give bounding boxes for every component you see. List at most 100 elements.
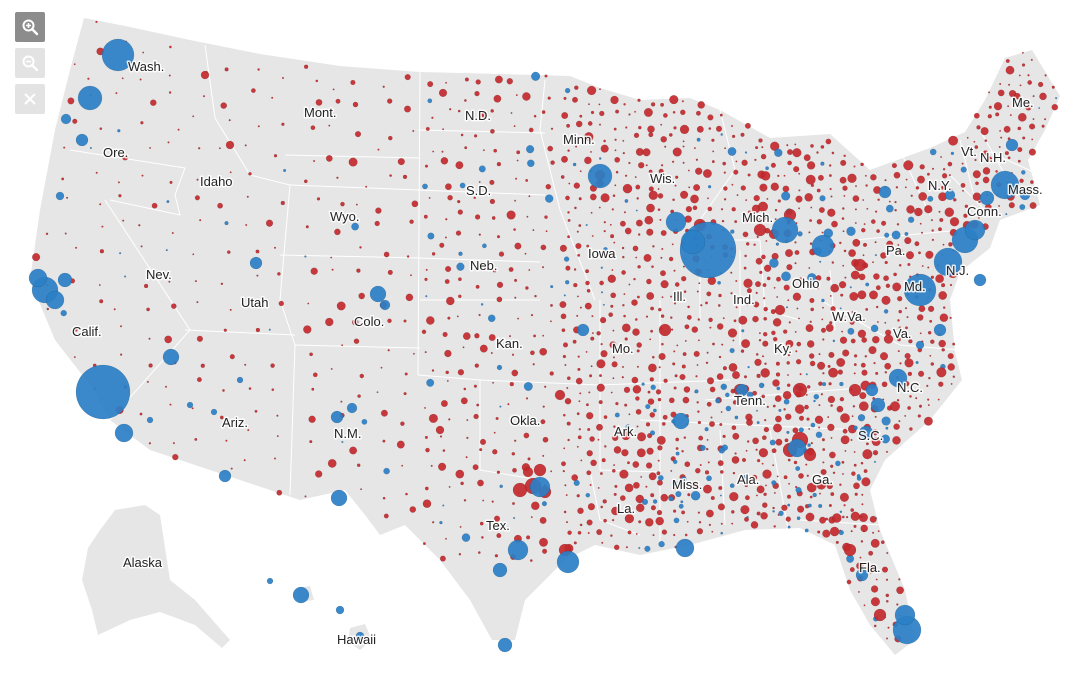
republican-county-dot <box>731 183 734 186</box>
republican-county-dot <box>866 565 875 574</box>
zoom-in-button[interactable] <box>15 12 45 42</box>
republican-county-dot <box>805 512 815 522</box>
republican-county-dot <box>360 488 363 491</box>
republican-county-dot <box>405 492 408 496</box>
republican-county-dot <box>761 435 767 441</box>
state-label-minn: Minn. <box>563 132 595 147</box>
republican-county-dot <box>649 377 655 382</box>
republican-county-dot <box>474 363 480 368</box>
republican-county-dot <box>460 397 468 405</box>
republican-county-dot <box>940 283 946 288</box>
republican-county-dot <box>1004 150 1010 156</box>
democratic-county-dot <box>292 586 310 604</box>
republican-county-dot <box>837 369 844 375</box>
republican-county-dot <box>172 441 176 445</box>
republican-county-dot <box>672 198 676 202</box>
republican-county-dot <box>692 205 698 211</box>
republican-county-dot <box>473 196 477 200</box>
republican-county-dot <box>682 140 685 143</box>
republican-county-dot <box>423 406 427 409</box>
republican-county-dot <box>885 283 891 289</box>
republican-county-dot <box>635 503 645 513</box>
republican-county-dot <box>599 280 605 286</box>
republican-county-dot <box>386 98 393 104</box>
republican-county-dot <box>621 323 631 333</box>
republican-county-dot <box>312 159 316 163</box>
republican-county-dot <box>139 78 142 81</box>
republican-county-dot <box>683 436 687 439</box>
republican-county-dot <box>660 256 663 259</box>
republican-county-dot <box>719 469 724 474</box>
republican-county-dot <box>628 161 631 165</box>
zoom-out-button[interactable] <box>15 48 45 78</box>
republican-county-dot <box>225 439 228 442</box>
republican-county-dot <box>796 307 799 310</box>
republican-county-dot <box>511 501 516 506</box>
republican-county-dot <box>643 253 652 262</box>
republican-county-dot <box>850 270 860 280</box>
republican-county-dot <box>530 313 534 317</box>
democratic-county-dot <box>881 416 891 426</box>
republican-county-dot <box>402 174 408 180</box>
republican-county-dot <box>573 206 577 210</box>
state-label-nm: N.M. <box>334 426 361 441</box>
republican-county-dot <box>794 241 797 244</box>
republican-county-dot <box>565 520 569 524</box>
republican-county-dot <box>898 326 902 330</box>
republican-county-dot <box>836 357 846 367</box>
republican-county-dot <box>492 381 495 384</box>
republican-county-dot <box>528 127 534 133</box>
republican-county-dot <box>822 371 825 375</box>
republican-county-dot <box>697 339 700 342</box>
republican-county-dot <box>636 432 647 442</box>
republican-county-dot <box>808 427 811 430</box>
republican-county-dot <box>734 452 737 455</box>
republican-county-dot <box>101 225 104 228</box>
republican-county-dot <box>510 111 513 115</box>
democratic-county-dot <box>425 295 428 298</box>
republican-county-dot <box>817 530 821 534</box>
republican-county-dot <box>702 484 713 494</box>
republican-county-dot <box>442 331 448 338</box>
republican-county-dot <box>832 471 836 475</box>
republican-county-dot <box>489 198 496 205</box>
reset-button[interactable] <box>15 84 45 114</box>
republican-county-dot <box>648 190 659 201</box>
republican-county-dot <box>549 303 554 307</box>
republican-county-dot <box>730 510 735 514</box>
republican-county-dot <box>533 463 547 477</box>
republican-county-dot <box>474 90 480 97</box>
republican-county-dot <box>645 462 653 469</box>
democratic-county-dot <box>481 243 487 249</box>
republican-county-dot <box>444 349 452 358</box>
republican-county-dot <box>938 210 941 213</box>
republican-county-dot <box>718 355 722 359</box>
republican-county-dot <box>651 355 655 359</box>
republican-county-dot <box>657 193 664 199</box>
republican-county-dot <box>538 537 549 547</box>
republican-county-dot <box>196 335 204 342</box>
republican-county-dot <box>397 157 405 166</box>
republican-county-dot <box>494 554 499 558</box>
republican-county-dot <box>885 450 889 454</box>
republican-county-dot <box>1000 136 1003 139</box>
republican-county-dot <box>759 183 768 192</box>
republican-county-dot <box>479 521 484 526</box>
republican-county-dot <box>926 398 930 401</box>
democratic-county-dot <box>846 226 856 237</box>
republican-county-dot <box>942 167 946 171</box>
republican-county-dot <box>898 578 901 581</box>
republican-county-dot <box>613 544 620 551</box>
republican-county-dot <box>576 445 579 448</box>
republican-county-dot <box>809 320 812 324</box>
democratic-county-dot <box>839 510 843 514</box>
republican-county-dot <box>591 234 594 238</box>
republican-county-dot <box>794 143 797 146</box>
democratic-county-dot <box>330 410 344 424</box>
republican-county-dot <box>849 291 859 301</box>
republican-county-dot <box>941 347 946 352</box>
democratic-county-dot <box>77 85 103 111</box>
republican-county-dot <box>786 264 793 271</box>
republican-county-dot <box>841 460 845 464</box>
